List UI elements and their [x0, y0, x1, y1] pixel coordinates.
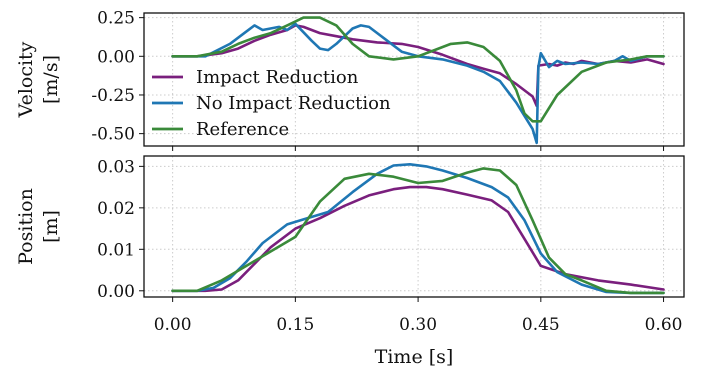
position-y-tick-label: 0.03: [97, 157, 135, 177]
position-y-tick-label: 0.02: [97, 199, 135, 219]
x-tick-label: 0.60: [645, 315, 683, 335]
velocity-y-tick-label: -0.50: [91, 125, 135, 145]
position-ylabel-line1: Position: [15, 188, 37, 265]
x-tick-label: 0.30: [399, 315, 437, 335]
position-y-tick-label: 0.00: [97, 282, 135, 302]
legend-label: No Impact Reduction: [196, 93, 391, 114]
x-axis-label: Time [s]: [375, 346, 454, 368]
velocity-y-tick-label: 0.25: [97, 9, 135, 29]
velocity-plot-frame: [143, 12, 685, 147]
position-y-tick-label: 0.01: [97, 240, 135, 260]
velocity-y-tick-label: -0.25: [91, 86, 135, 106]
position-series-line: [171, 167, 665, 295]
velocity-y-tick-label: 0.00: [97, 47, 135, 67]
position-ylabel-line2: [m]: [40, 210, 62, 243]
legend-label: Reference: [196, 119, 289, 140]
x-tick-label: 0.45: [522, 315, 560, 335]
x-tick-label: 0.00: [154, 315, 192, 335]
position-series-line: [171, 163, 665, 295]
legend-label: Impact Reduction: [196, 67, 359, 88]
position-plot-frame: [143, 155, 685, 298]
velocity-ylabel-line2: [m/s]: [40, 55, 62, 104]
position-series-line: [171, 185, 665, 293]
x-tick-label: 0.15: [276, 315, 314, 335]
velocity-ylabel-line1: Velocity: [15, 41, 37, 118]
velocity-series-line: [171, 16, 665, 123]
